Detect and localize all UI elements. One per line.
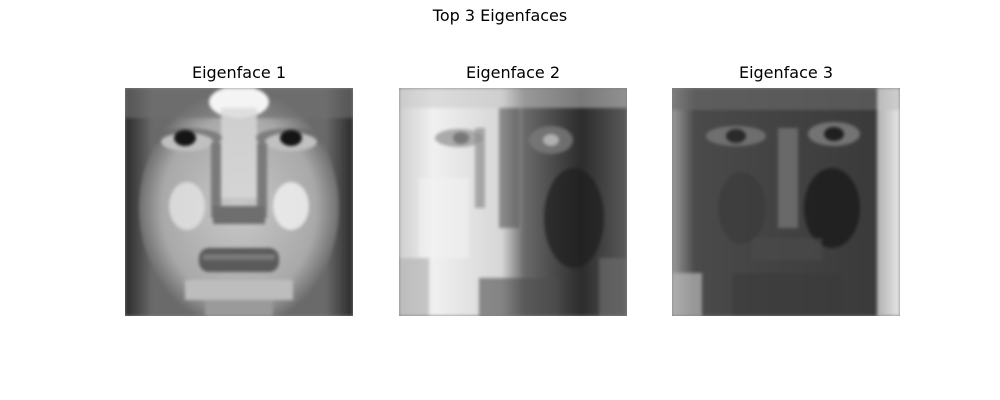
eigenface-3-image-frame: [672, 88, 900, 316]
eigenface-panel-2: Eigenface 2: [399, 62, 627, 316]
eigenface-2-image-frame: [399, 88, 627, 316]
eigenface-2-image: [399, 88, 627, 316]
eigenface-panel-3: Eigenface 3: [672, 62, 900, 316]
eigenface-3-title: Eigenface 3: [738, 63, 834, 82]
eigenface-3-image: [672, 88, 900, 316]
eigenface-panel-1: Eigenface 1: [125, 62, 353, 316]
eigenface-1-title: Eigenface 1: [191, 63, 287, 82]
figure-title: Top 3 Eigenfaces: [432, 6, 568, 25]
eigenface-1-image-frame: [125, 88, 353, 316]
eigenface-1-image: [125, 88, 353, 316]
eigenface-2-title: Eigenface 2: [465, 63, 561, 82]
